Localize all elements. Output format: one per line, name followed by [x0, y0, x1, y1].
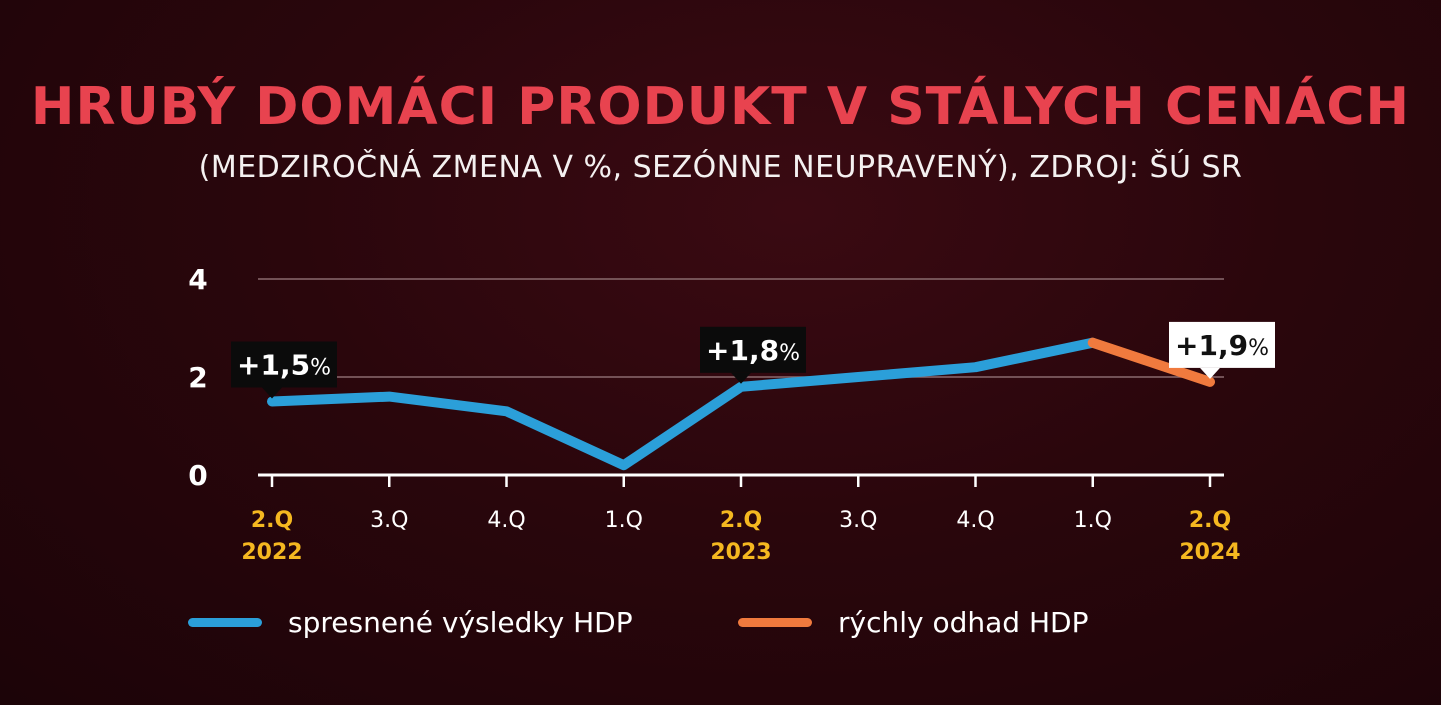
callout-label: +1,8%	[706, 334, 800, 367]
callout-background	[231, 341, 337, 388]
callout-pointer	[262, 387, 282, 399]
callout-box: +1,9%	[1169, 321, 1275, 379]
legend-item-blue: spresnené výsledky HDP	[188, 598, 633, 646]
y-tick-label: 2	[188, 361, 207, 394]
callout-value: +1,5	[237, 349, 310, 382]
x-tick-label-year: 2022	[241, 540, 302, 565]
x-tick-label-year: 2024	[1179, 540, 1240, 565]
chart-title: HRUBÝ DOMÁCI PRODUKT V STÁLYCH CENÁCH	[30, 77, 1411, 137]
x-axis: 2.Q 2022 3.Q 4.Q 1.Q 2.Q 2023 3.Q 4.Q 1.Q 2.Q 2024	[241, 475, 1241, 565]
series-lines	[267, 337, 1215, 471]
x-tick-label-quarter: 2.Q	[251, 508, 293, 533]
callout-unit: %	[1248, 336, 1269, 361]
x-tick-label-year: 2023	[710, 540, 771, 565]
y-tick-label: 0	[188, 459, 207, 492]
legend-item-orange: rýchly odhad HDP	[738, 598, 1088, 646]
callout-pointer	[1200, 367, 1220, 379]
callout-value: +1,8	[706, 334, 779, 367]
legend-label-blue: spresnené výsledky HDP	[288, 605, 633, 639]
x-tick-label-quarter: 1.Q	[605, 508, 643, 533]
x-tick-label-quarter: 4.Q	[956, 508, 994, 533]
x-tick-label-quarter: 3.Q	[370, 508, 408, 533]
x-tick-label-quarter: 3.Q	[839, 508, 877, 533]
legend-swatch-orange	[738, 617, 812, 627]
series-line-blue	[267, 337, 1098, 471]
series-line-orange	[1087, 337, 1215, 387]
callout-box: +1,5%	[231, 341, 337, 399]
callout-pointer	[731, 372, 751, 384]
legend-swatch-blue	[188, 617, 262, 627]
callout-label: +1,5%	[237, 349, 331, 382]
callout-unit: %	[310, 356, 331, 381]
x-tick-label-quarter: 1.Q	[1074, 508, 1112, 533]
callout-label: +1,9%	[1175, 329, 1269, 362]
legend-label-orange: rýchly odhad HDP	[838, 605, 1089, 639]
x-tick-label-quarter: 2.Q	[720, 508, 762, 533]
y-axis-ticks: 0 2 4	[188, 263, 207, 492]
callout-box: +1,8%	[700, 326, 806, 384]
callout-background	[1169, 321, 1275, 368]
value-callouts: +1,5%+1,8% +1,9%	[231, 321, 1275, 399]
chart-subtitle: (MEDZIROČNÁ ZMENA V %, SEZÓNNE NEUPRAVEN…	[198, 150, 1243, 185]
callout-unit: %	[779, 341, 800, 366]
x-tick-label-quarter: 4.Q	[487, 508, 525, 533]
callout-value: +1,9	[1175, 329, 1248, 362]
callout-background	[700, 326, 806, 373]
x-tick-label-quarter: 2.Q	[1189, 508, 1231, 533]
y-tick-label: 4	[188, 263, 207, 296]
